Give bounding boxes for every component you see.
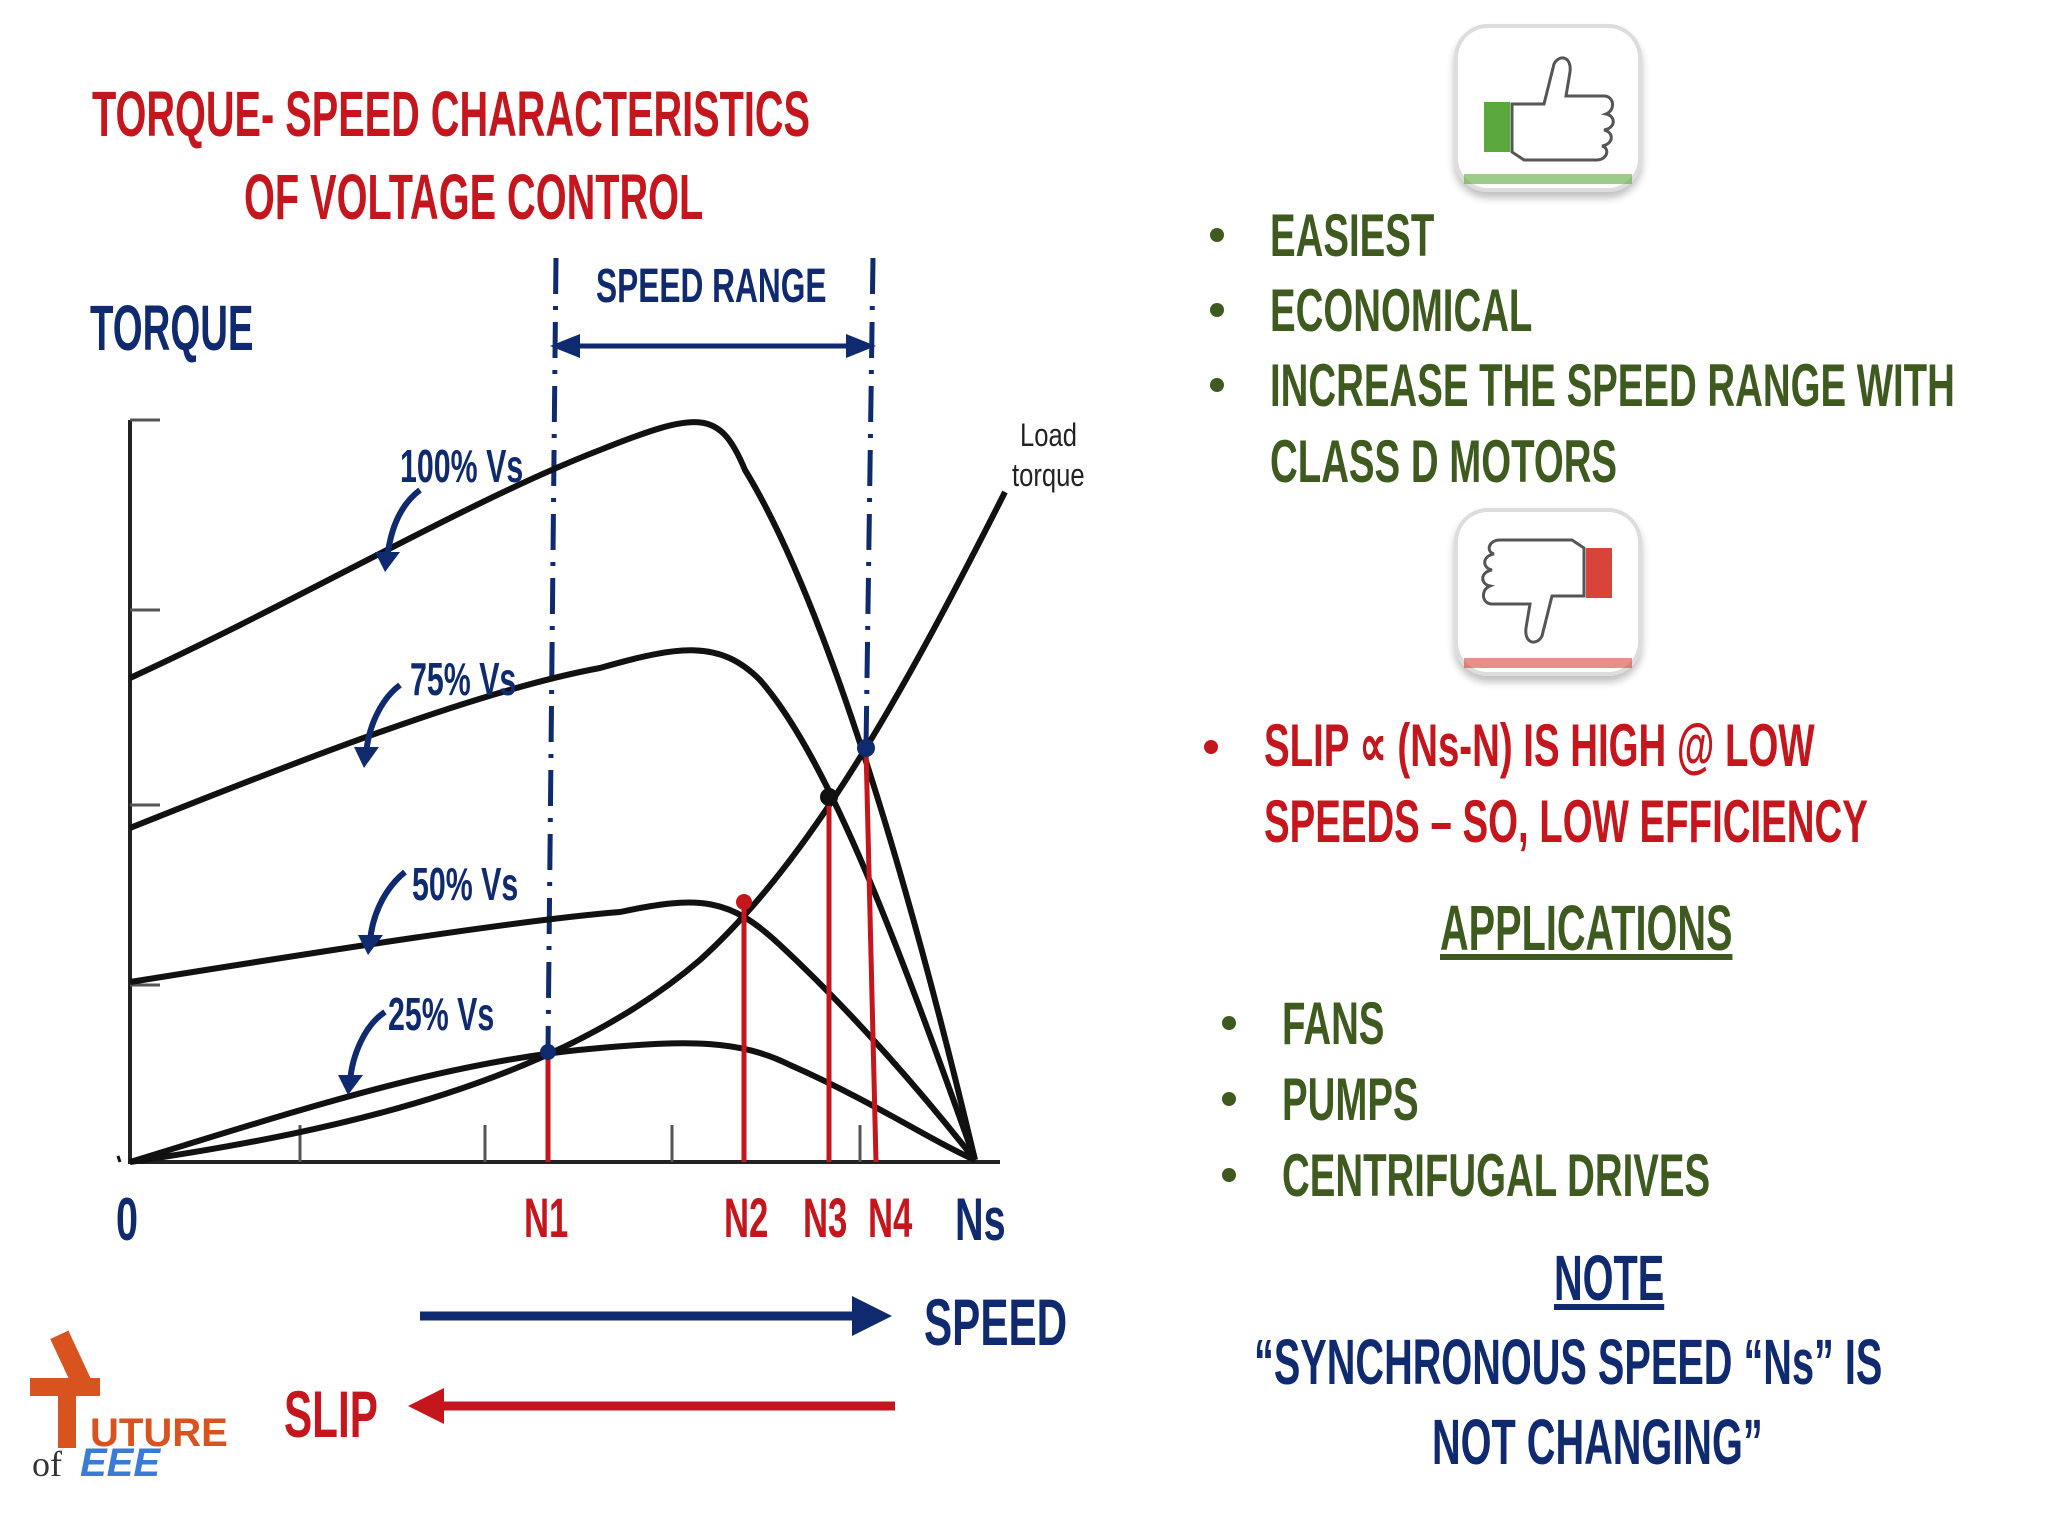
operating-point-n1 [540,1044,556,1060]
speed-range-right-line [863,257,876,749]
curve-75-vs [128,647,978,1162]
disadvantage-line-1: SLIP ∝ (Ns-N) IS HIGH @ LOW [1264,712,1815,779]
speed-range-label: SPEED RANGE [596,258,827,312]
arrow-50-vs [367,869,407,943]
load-torque-label-1: Load [1020,418,1077,453]
application-fans: FANS [1282,990,1385,1057]
bullet-icon [1222,1168,1236,1182]
slip-label: SLIP [284,1377,378,1451]
speed-range-arrowhead-right [846,334,876,358]
application-centrifugal-drives: CENTRIFUGAL DRIVES [1282,1142,1711,1209]
speed-label: SPEED [924,1285,1067,1359]
applications-heading: APPLICATIONS [1440,892,1733,964]
operating-point-n4 [857,739,875,757]
load-torque-curve [129,490,1008,1165]
logo-text-eee: EEE [80,1441,161,1478]
arrowhead-100-vs [375,552,400,572]
disadvantage-line-2: SPEEDS – SO, LOW EFFICIENCY [1264,788,1868,855]
speed-range-arrowhead-left [550,334,580,358]
operating-point-n3 [820,788,838,806]
speed-range-left-line [545,257,559,1051]
curve-label-25: 25% Vs [388,990,494,1041]
bullet-icon [1210,303,1224,317]
title-line-2: OF VOLTAGE CONTROL [244,161,704,233]
arrowhead-50-vs [358,935,383,955]
future-of-eee-logo: UTURE of EEE [10,1318,250,1485]
curve-100-vs [128,419,978,1161]
arrowhead-25-vs [338,1075,363,1095]
note-line-2: NOT CHANGING” [1432,1406,1763,1478]
advantage-easiest: EASIEST [1270,202,1435,269]
thumbs-down-icon-box [1454,508,1642,676]
x-origin-label: 0 [116,1186,138,1253]
arrow-25-vs [347,1009,387,1083]
operating-point-n2 [736,894,752,910]
advantage-speed-range: INCREASE THE SPEED RANGE WITH [1270,352,1955,419]
arrow-100-vs [384,487,422,561]
bullet-icon [1204,740,1218,754]
bullet-icon [1222,1016,1236,1030]
origin-mark [116,1155,122,1163]
speed-arrowhead [852,1296,892,1336]
logo-text-of: of [32,1444,62,1478]
arrowhead-75-vs [354,747,379,768]
thumbs-up-icon [1464,56,1632,184]
bullet-icon [1210,378,1224,392]
curve-50-vs [129,899,978,1162]
thumbs-up-icon-box [1454,24,1642,192]
advantage-class-d: CLASS D MOTORS [1270,428,1618,495]
application-pumps: PUMPS [1282,1066,1419,1133]
x-tick-label-n2: N2 [724,1187,768,1250]
curve-25-vs [129,1040,977,1165]
slip-arrowhead [408,1388,444,1424]
note-line-1: “SYNCHRONOUS SPEED “Ns” IS [1254,1326,1883,1398]
x-tick-label-ns: Ns [955,1186,1006,1253]
thumbs-down-icon [1464,538,1632,668]
n4-marker-line [863,747,879,1163]
x-tick-label-n1: N1 [524,1187,568,1250]
bullet-icon [1222,1092,1236,1106]
x-tick-label-n3: N3 [803,1187,847,1250]
load-torque-label-2: torque [1012,458,1085,493]
advantage-economical: ECONOMICAL [1270,277,1533,344]
x-tick-label-n4: N4 [868,1187,912,1250]
curve-label-100: 100% Vs [400,442,523,493]
curve-label-75: 75% Vs [410,655,516,706]
curve-label-50: 50% Vs [412,860,518,911]
title-line-1: TORQUE- SPEED CHARACTERISTICS [92,78,810,150]
logo-text-uture: UTURE [90,1411,228,1455]
note-heading: NOTE [1554,1242,1665,1314]
bullet-icon [1210,228,1224,242]
y-axis-label: TORQUE [90,293,254,365]
arrow-75-vs [363,682,402,756]
